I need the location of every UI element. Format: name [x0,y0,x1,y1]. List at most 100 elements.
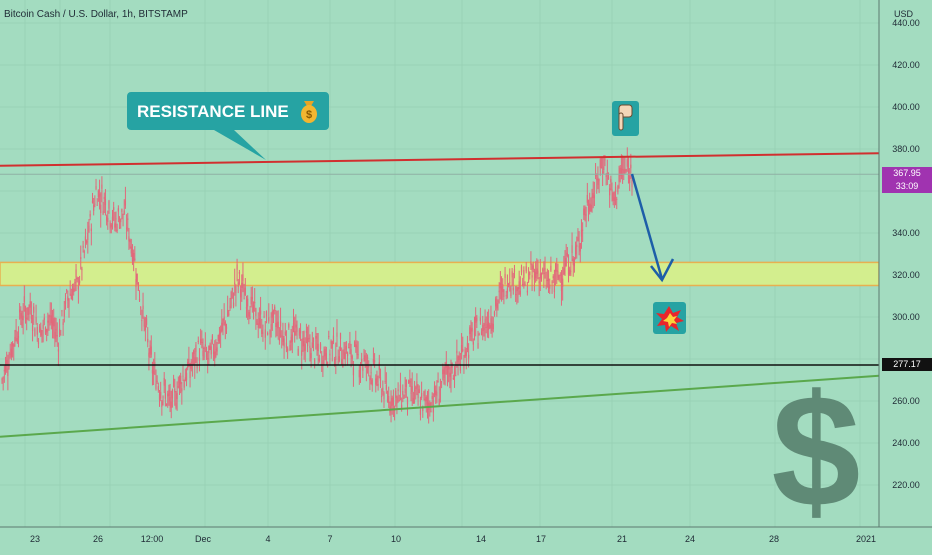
candle-body [181,388,183,392]
candle-body [36,327,38,335]
candle-body [429,402,431,408]
candle-body [341,358,343,365]
candle-body [626,159,628,167]
candle-body [616,198,618,200]
candle-body [269,329,271,335]
candle-body [155,384,157,389]
candle-body [87,232,89,241]
candle-body [129,239,131,243]
candle-body [305,330,308,333]
candle-body [562,278,564,287]
time-tick-label: 28 [769,534,779,544]
candle-body [607,177,610,180]
candle-body [408,380,410,384]
candle-body [540,273,543,279]
price-tick-label: 340.00 [892,228,920,238]
candle-body [208,345,210,354]
candle-body [319,343,322,350]
candle-body [161,401,163,408]
candle-body [545,285,547,287]
candle-body [33,306,35,313]
candle-body [289,344,291,351]
candle-body [176,393,178,400]
candle-body [214,351,216,360]
candle-body [245,307,248,309]
candle-body [344,352,346,360]
candle-body [603,166,605,171]
candle-body [476,317,478,322]
candle-body [309,345,311,349]
candle-body [127,218,129,220]
resistance-callout[interactable]: RESISTANCE LINE $ [127,92,329,160]
resistance-line[interactable] [0,152,880,167]
candle-body [329,353,331,356]
candle-body [195,344,197,352]
candle-body [356,346,358,355]
candle-body [334,359,336,365]
candle-body [24,310,27,319]
backhand-pointing-down-icon [612,101,639,136]
candle-body [147,338,149,343]
candle-body [592,193,594,199]
candle-body [543,272,545,274]
candle-body [369,377,371,381]
candle-body [618,174,620,182]
price-tick-label: 380.00 [892,144,920,154]
candle-body [442,369,444,375]
candle-body [160,391,162,399]
candle-body [80,257,82,260]
candle-body [462,348,464,352]
candle-body [123,210,125,214]
candle-body [435,390,437,396]
candle-body [222,319,224,323]
candle-body [230,291,232,300]
callout-bubble [127,92,329,160]
candle-body [376,376,378,383]
candle-body [50,315,52,324]
current-price-tag: 367.95 33:09 [882,167,932,194]
candle-body [518,281,520,290]
candle-body [372,359,375,363]
candle-body [458,355,460,361]
candle-body [302,338,304,347]
candle-body [279,321,282,327]
candle-body [263,316,265,318]
candle-body [452,377,454,380]
candle-body [484,319,486,327]
candle-body [404,388,406,393]
candle-body [610,178,612,183]
candle-body [437,381,439,383]
candle-body [350,349,352,358]
price-axis[interactable] [879,0,932,527]
candle-body [402,391,404,395]
candle-body [377,383,379,386]
candle-body [478,334,480,336]
candle-body [44,327,47,334]
resistance-label: RESISTANCE LINE [137,102,289,121]
candle-body [42,324,44,329]
candle-body [510,287,512,296]
candle-body [145,318,148,325]
support-trendline[interactable] [0,374,880,438]
candle-body [386,399,389,401]
candle-body [318,358,320,362]
candle-body [515,294,517,296]
candle-body [290,336,292,343]
candle-body [108,201,110,209]
candle-body [26,317,28,320]
candle-body [240,289,242,298]
candle-body [590,204,592,212]
candle-body [51,321,54,325]
candle-body [412,397,414,403]
candle-body [537,270,539,277]
candle-body [292,323,295,329]
candle-body [505,295,507,297]
candle-body [619,167,621,176]
candle-body [490,318,492,324]
price-tick-label: 320.00 [892,270,920,280]
candle-body [463,365,465,369]
candle-body [530,261,532,265]
candle-body [294,331,296,336]
